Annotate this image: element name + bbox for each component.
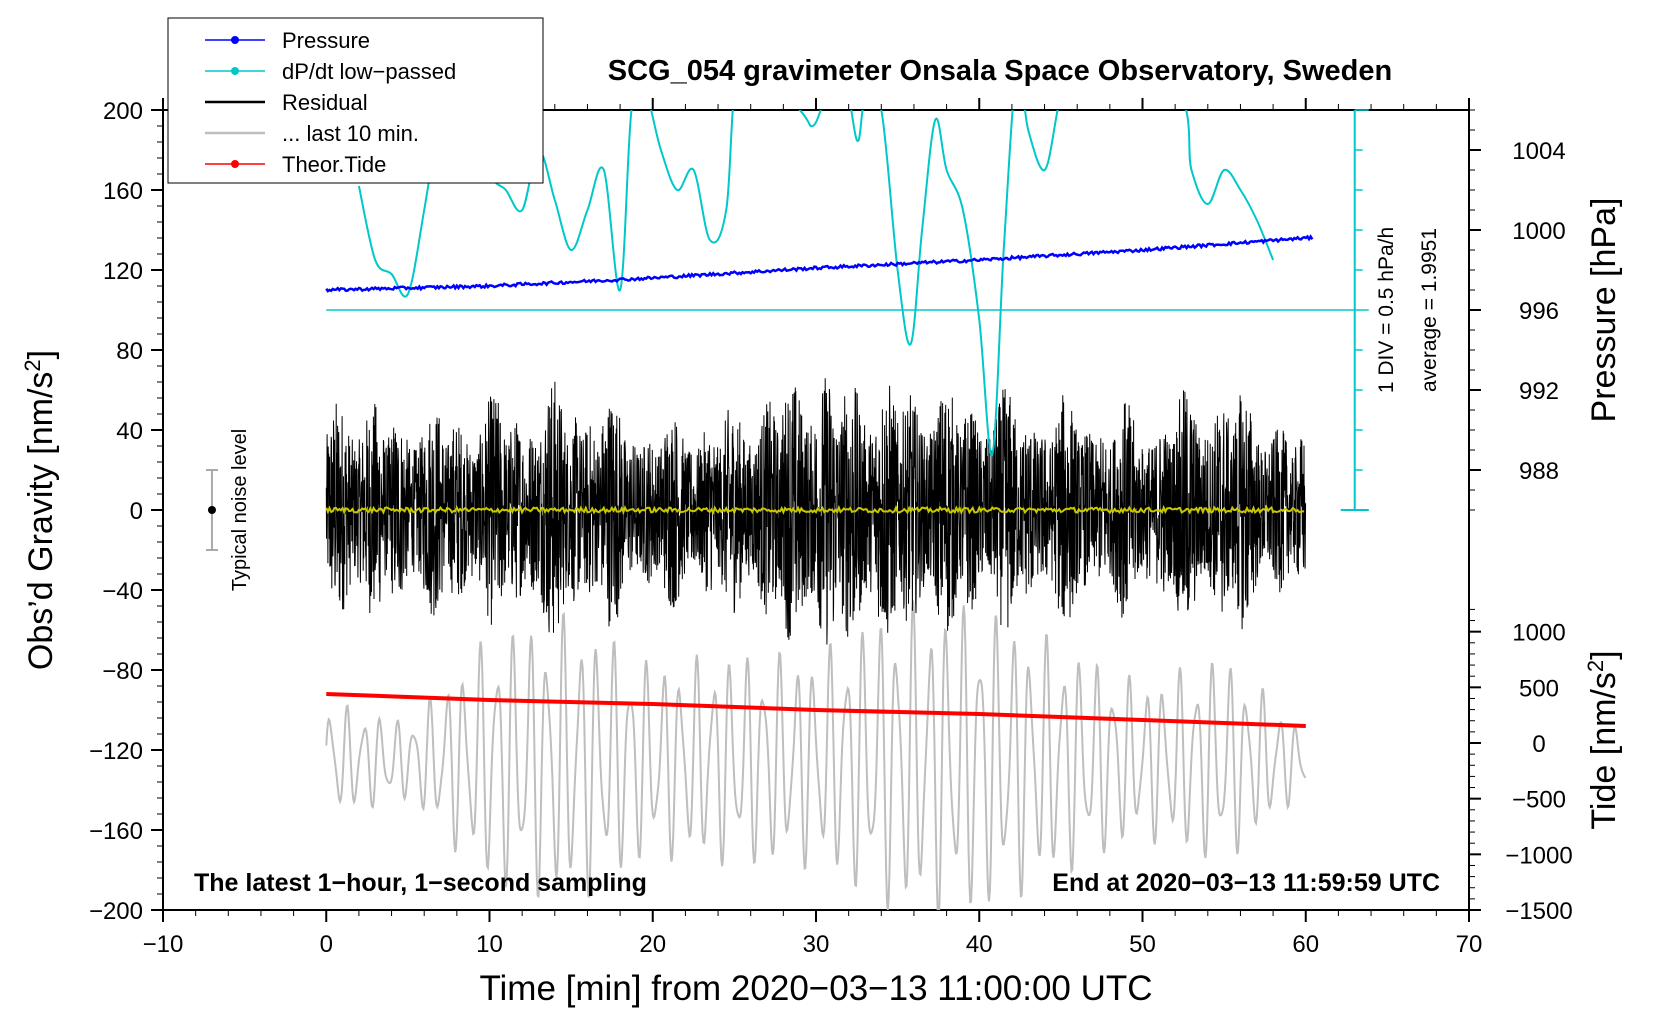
pressure-tick-label: 988 — [1519, 458, 1559, 485]
x-tick-label: 20 — [639, 931, 666, 958]
tide-tick-label: 500 — [1519, 675, 1559, 702]
y-tick-label: 40 — [116, 418, 143, 445]
legend: Pressure dP/dt low−passed Residual ... last… — [167, 17, 544, 184]
tide-tick-label: −1000 — [1505, 842, 1572, 869]
tide-tick-label: 0 — [1532, 731, 1545, 758]
series-last-10-min — [325, 600, 1307, 910]
legend-label: Residual — [282, 90, 368, 115]
y-tick-label: 200 — [103, 98, 143, 125]
y-tick-label: 160 — [103, 178, 143, 205]
y-axis-label-left: Obs’d Gravity [nm/s2] — [20, 350, 61, 670]
bottom-right-note: End at 2020−03−13 11:59:59 UTC — [1052, 869, 1440, 897]
legend-label: Pressure — [282, 28, 370, 53]
axes-layer: −10 0 10 20 30 40 50 60 70 200 160 120 80 40 0 −40 −80 −1… — [89, 98, 1573, 958]
y-tick-label: −200 — [89, 898, 143, 925]
tide-tick-label: −500 — [1512, 787, 1566, 814]
x-axis-label: Time [min] from 2020−03−13 11:00:00 UTC — [479, 969, 1152, 1008]
legend-box — [167, 17, 544, 184]
series-layer — [205, 109, 1369, 910]
chart-title: SCG_054 gravimeter Onsala Space Observat… — [608, 55, 1392, 87]
legend-marker — [231, 160, 239, 168]
legend-marker — [231, 67, 239, 75]
dpdt-scale-label: 1 DIV = 0.5 hPa/h — [1375, 227, 1398, 393]
x-tick-label: 70 — [1456, 931, 1483, 958]
dpdt-average-label: average = 1.9951 — [1418, 228, 1441, 392]
y-tick-label: 80 — [116, 338, 143, 365]
legend-marker — [231, 36, 239, 44]
legend-label: Theor.Tide — [282, 152, 386, 177]
x-tick-label: 40 — [966, 931, 993, 958]
y-tick-label: −80 — [102, 658, 143, 685]
series-residual — [325, 378, 1307, 645]
y-tick-label: −40 — [102, 578, 143, 605]
series-theor-tide — [326, 692, 1306, 728]
series-dpdt — [357, 110, 1275, 456]
noise-label: Typical noise level — [229, 429, 251, 591]
x-tick-label: 60 — [1292, 931, 1319, 958]
pressure-tick-label: 1000 — [1512, 218, 1565, 245]
x-tick-label: 30 — [803, 931, 830, 958]
x-tick-label: 10 — [476, 931, 503, 958]
plot-clip-group — [325, 110, 1355, 910]
pressure-tick-label: 1004 — [1512, 138, 1565, 165]
legend-label: dP/dt low−passed — [282, 59, 456, 84]
pressure-tick-label: 996 — [1519, 298, 1559, 325]
legend-label: ... last 10 min. — [282, 121, 419, 146]
series-pressure — [325, 234, 1314, 293]
pressure-tick-label: 992 — [1519, 378, 1559, 405]
x-tick-label: 0 — [320, 931, 333, 958]
y-axis-label-tide: Tide [nm/s2] — [1583, 650, 1624, 829]
x-tick-label: 50 — [1129, 931, 1156, 958]
noise-bar-dot — [207, 506, 216, 514]
tide-tick-label: 1000 — [1512, 620, 1565, 647]
bottom-left-note: The latest 1−hour, 1−second sampling — [194, 869, 647, 897]
y-tick-label: 0 — [130, 498, 143, 525]
y-tick-label: 120 — [103, 258, 143, 285]
tide-tick-label: −1500 — [1505, 898, 1572, 925]
y-axis-label-pressure: Pressure [hPa] — [1585, 198, 1623, 423]
y-tick-label: −120 — [89, 738, 143, 765]
series-residual-lowpassed — [325, 504, 1305, 515]
x-tick-label: −10 — [143, 931, 184, 958]
y-tick-label: −160 — [89, 818, 143, 845]
